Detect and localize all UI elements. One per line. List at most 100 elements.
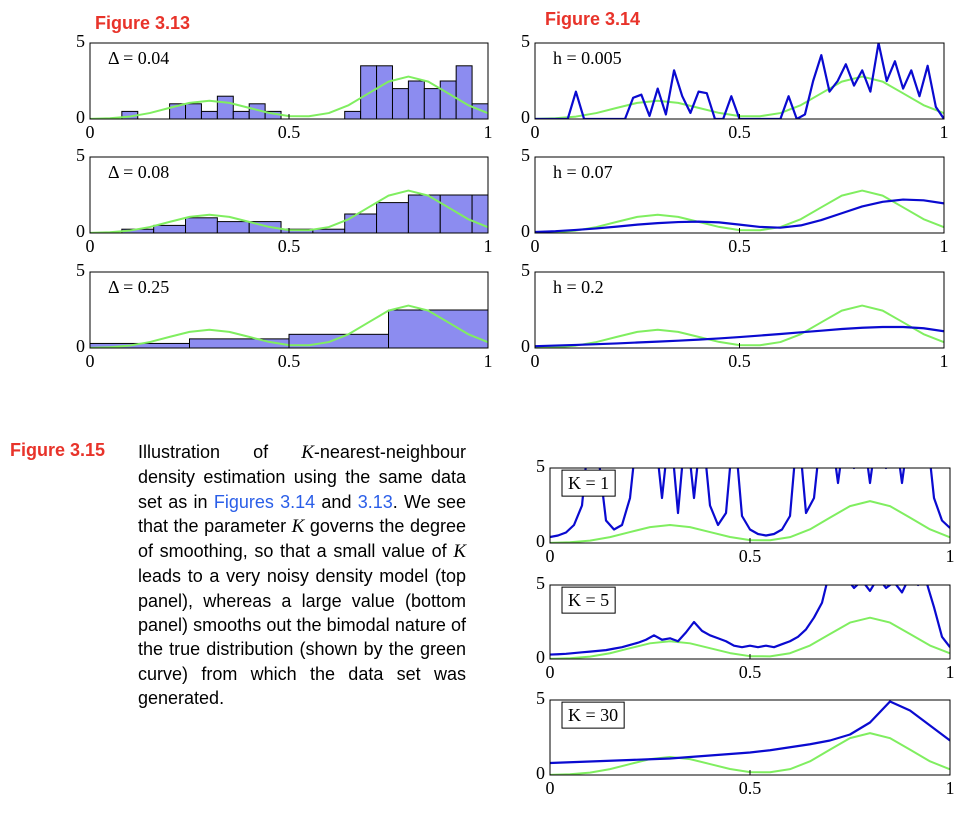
histogram-bar (439, 80, 457, 119)
x-tick-label: 0 (546, 546, 555, 566)
y-tick-label: 5 (76, 31, 85, 51)
panel-annotation: K = 1 (568, 473, 609, 493)
curve (535, 325, 944, 348)
caption-text: Illustration of K-nearest-neighbour dens… (138, 440, 466, 710)
plot-area (90, 65, 488, 119)
plot-area (535, 189, 944, 233)
caption-link[interactable]: 3.13 (357, 491, 393, 512)
figure-label: Figure 3.14 (545, 9, 640, 29)
y-tick-label: 0 (536, 647, 545, 667)
y-tick-label: 5 (521, 31, 530, 51)
y-tick-label: 0 (76, 107, 85, 127)
caption-math: K (453, 541, 466, 563)
histogram-bar (455, 65, 473, 119)
x-tick-label: 0.5 (728, 351, 751, 371)
y-tick-label: 5 (536, 573, 545, 593)
panel-annotation: Δ = 0.08 (108, 162, 169, 182)
y-tick-label: 0 (76, 336, 85, 356)
x-tick-label: 1 (484, 351, 493, 371)
x-tick-label: 0 (86, 122, 95, 142)
y-tick-label: 5 (521, 145, 530, 165)
caption-link[interactable]: Figures 3.14 (213, 491, 316, 512)
annotation-box (561, 586, 616, 614)
x-tick-label: 0.5 (728, 122, 751, 142)
curve (550, 468, 950, 539)
x-tick-label: 0.5 (278, 236, 301, 256)
curve (550, 500, 950, 543)
x-tick-label: 0.5 (739, 546, 762, 566)
x-tick-label: 1 (484, 236, 493, 256)
x-tick-label: 0.5 (728, 236, 751, 256)
panel-annotation: Δ = 0.04 (108, 48, 169, 68)
x-tick-label: 0 (531, 351, 540, 371)
x-tick-label: 0.5 (278, 351, 301, 371)
panel-annotation: h = 0.2 (553, 277, 604, 297)
x-tick-label: 0 (531, 122, 540, 142)
plot-area (90, 189, 488, 233)
y-tick-label: 5 (536, 688, 545, 708)
histogram-bar (248, 221, 282, 233)
caption-segment: -nearest-neighbour density estimation us… (138, 442, 466, 512)
x-tick-label: 1 (940, 122, 949, 142)
panel-annotation: K = 30 (568, 705, 618, 725)
curve (550, 732, 950, 775)
x-tick-label: 1 (946, 778, 955, 798)
x-tick-label: 0 (546, 778, 555, 798)
histogram-bar (344, 110, 362, 119)
caption-segment: . We see that the parameter (138, 491, 466, 536)
y-tick-label: 0 (536, 531, 545, 551)
curve (535, 198, 944, 233)
y-tick-label: 0 (536, 763, 545, 783)
x-tick-label: 1 (946, 662, 955, 682)
x-tick-label: 0.5 (739, 778, 762, 798)
histogram-bar (232, 110, 250, 119)
x-tick-label: 0.5 (739, 662, 762, 682)
curve (535, 189, 944, 233)
histogram-bar (344, 213, 378, 233)
caption-segment: governs the degree of smoothing, so that… (138, 515, 466, 562)
histogram-bar (185, 103, 202, 119)
curve (535, 75, 944, 119)
plot-area (550, 585, 950, 659)
y-tick-label: 5 (521, 260, 530, 280)
curve (535, 43, 944, 119)
histogram-bar (376, 65, 393, 119)
y-tick-label: 0 (521, 221, 530, 241)
histogram-bar (216, 221, 250, 233)
plot-area (90, 304, 488, 348)
y-tick-label: 5 (536, 456, 545, 476)
histogram-bar (185, 217, 218, 233)
y-tick-label: 5 (76, 260, 85, 280)
histogram-bar (200, 110, 218, 119)
curve (550, 585, 950, 656)
histogram-bar (153, 224, 187, 233)
x-tick-label: 0 (531, 236, 540, 256)
annotation-box (561, 469, 616, 497)
x-tick-label: 1 (940, 236, 949, 256)
panel-annotation: h = 0.005 (553, 48, 622, 68)
caption-label: Figure 3.15 (10, 440, 106, 460)
y-tick-label: 0 (521, 336, 530, 356)
caption-math: K (291, 515, 305, 537)
caption-segment: and (315, 491, 358, 512)
curve (550, 616, 950, 659)
x-tick-label: 0 (86, 236, 95, 256)
caption-math: K (301, 442, 314, 463)
histogram-bar (407, 80, 425, 119)
x-tick-label: 1 (946, 546, 955, 566)
x-tick-label: 1 (484, 122, 493, 142)
histogram-bar (439, 194, 473, 233)
caption-segment: leads to a very noisy density model (top… (138, 566, 466, 708)
y-tick-label: 5 (76, 145, 85, 165)
plot-area (535, 304, 944, 348)
annotation-box (561, 701, 625, 729)
x-tick-label: 0 (546, 662, 555, 682)
histogram-bar (376, 202, 409, 233)
panel-annotation: K = 5 (568, 590, 609, 610)
histogram-bar (216, 95, 234, 119)
x-tick-label: 1 (940, 351, 949, 371)
caption-segment: Illustration of (138, 442, 302, 462)
curve (550, 700, 950, 765)
